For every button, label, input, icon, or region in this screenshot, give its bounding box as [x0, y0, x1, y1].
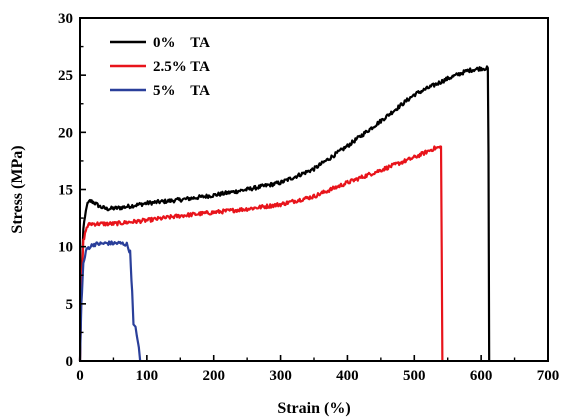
x-tick-label: 600 [470, 368, 493, 384]
x-tick-label: 100 [136, 368, 159, 384]
y-tick-label: 15 [58, 183, 73, 199]
legend-label-1: 2.5% TA [153, 59, 210, 75]
y-tick-label: 25 [58, 68, 73, 84]
legend-label-0: 0% TA [153, 35, 210, 51]
legend: 0% TA 2.5% TA 5% TA [110, 35, 210, 99]
y-axis-title: Stress (MPa) [9, 145, 26, 233]
x-tick-label: 400 [336, 368, 359, 384]
x-tick-label: 200 [202, 368, 225, 384]
x-tick-label: 500 [403, 368, 426, 384]
y-tick-label: 10 [58, 240, 73, 256]
plot-layer [78, 65, 491, 362]
legend-label-2: 5% TA [153, 83, 210, 99]
axis-layer: 0 100 200 300 400 500 600 700 0 5 10 15 20 25 30 [58, 11, 559, 384]
y-tick-label: 0 [66, 354, 74, 370]
x-tick-label: 700 [537, 368, 560, 384]
y-tick-label: 5 [66, 297, 74, 313]
x-tick-label: 0 [76, 368, 84, 384]
y-tick-label: 20 [58, 125, 73, 141]
x-tick-label: 300 [269, 368, 292, 384]
series-line-1 [78, 145, 444, 362]
x-axis-title: Strain (%) [277, 400, 350, 417]
series-line-2 [78, 240, 142, 362]
y-tick-label: 30 [58, 11, 73, 27]
series-line-0 [78, 65, 491, 362]
